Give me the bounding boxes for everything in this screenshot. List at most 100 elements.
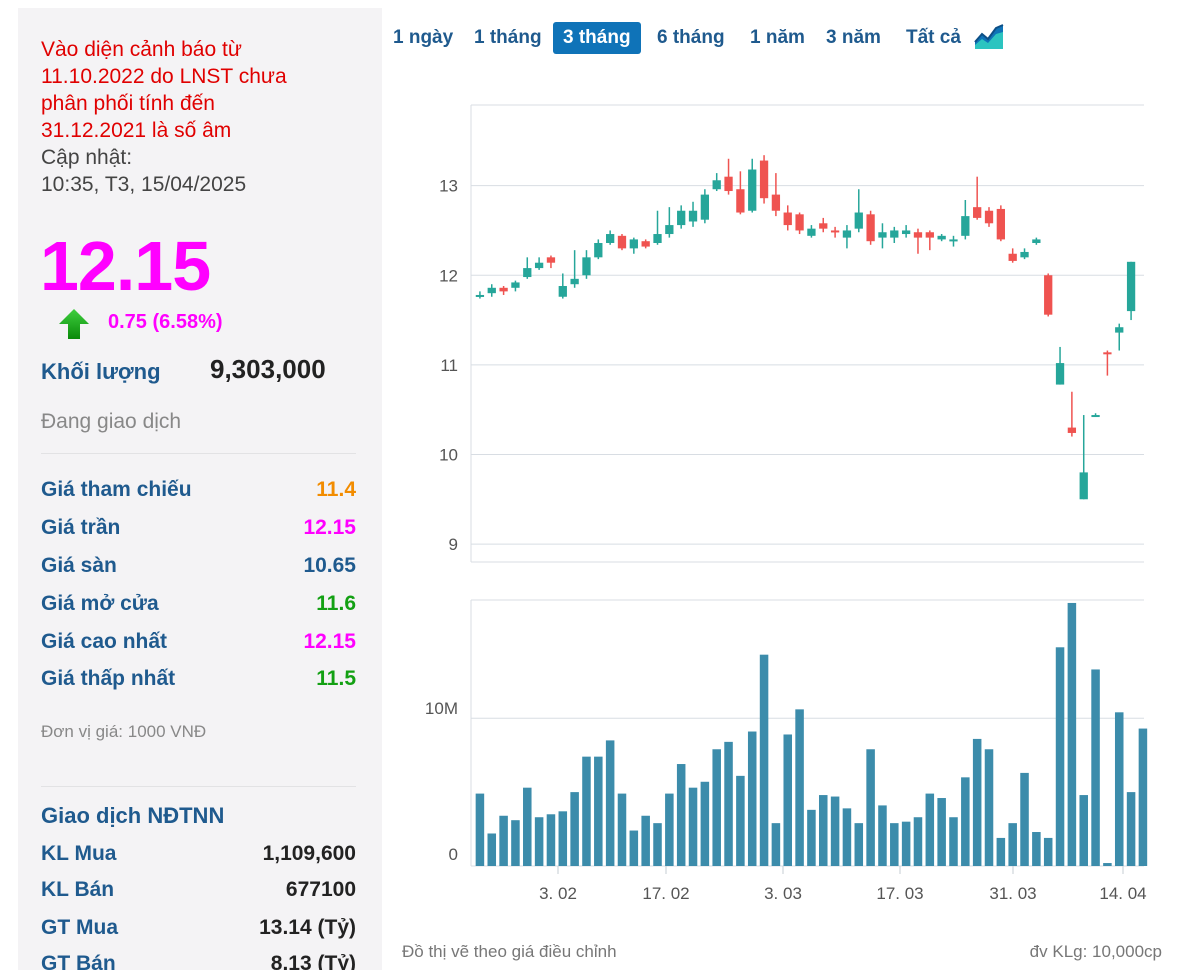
candle-body bbox=[759, 160, 769, 199]
candle-body bbox=[523, 268, 532, 278]
volume-bar bbox=[629, 830, 639, 866]
stat-label: Giá cao nhất bbox=[41, 630, 168, 653]
stat-value: 12.15 bbox=[303, 516, 356, 539]
volume-bar bbox=[1114, 712, 1124, 866]
candle-body bbox=[807, 228, 816, 236]
candle-body bbox=[783, 212, 792, 226]
candle-body bbox=[819, 223, 828, 229]
volume-bar bbox=[570, 792, 579, 866]
candle-body bbox=[487, 287, 496, 294]
volume-bars bbox=[475, 602, 1148, 866]
tab-3-years[interactable]: 3 năm bbox=[826, 27, 881, 48]
tab-1-day[interactable]: 1 ngày bbox=[393, 27, 454, 48]
warning-notice: Vào diện cảnh báo từ 11.10.2022 do LNST … bbox=[41, 36, 361, 144]
foreign-value: 13.14 (Tỷ) bbox=[259, 916, 356, 939]
volume-bar bbox=[830, 796, 840, 866]
candle-body bbox=[641, 241, 650, 247]
area-chart-icon[interactable] bbox=[974, 22, 1004, 50]
volume-bar bbox=[878, 805, 887, 866]
volume-bar bbox=[511, 820, 520, 866]
candle-body bbox=[558, 286, 567, 297]
volume-bar bbox=[783, 734, 793, 866]
period-tabs: 1 ngày 1 tháng 3 tháng 6 tháng 1 năm 3 n… bbox=[382, 20, 1022, 56]
foreign-value: 677100 bbox=[285, 878, 356, 901]
candle-body bbox=[984, 210, 994, 224]
warning-line: phân phối tính đến bbox=[41, 92, 215, 115]
volume-bar bbox=[949, 817, 958, 866]
candle-body bbox=[582, 257, 591, 276]
candle-body bbox=[1008, 253, 1017, 261]
update-time: 10:35, T3, 15/04/2025 bbox=[41, 173, 247, 196]
volume-bar bbox=[558, 811, 568, 866]
foreign-row: GT Mua 13.14 (Tỷ) bbox=[41, 916, 356, 946]
x-tick-label: 3. 02 bbox=[539, 884, 577, 903]
stat-label: Giá trần bbox=[41, 516, 121, 539]
volume-bar bbox=[1126, 792, 1136, 866]
volume-label: Khối lượng bbox=[41, 359, 161, 384]
volume-bar bbox=[617, 793, 627, 866]
stock-info-panel: Vào diện cảnh báo từ 11.10.2022 do LNST … bbox=[18, 8, 382, 970]
volume-bar bbox=[665, 793, 674, 866]
stat-value: 11.4 bbox=[316, 478, 356, 501]
divider bbox=[41, 453, 356, 454]
volume-bar bbox=[1103, 863, 1112, 866]
price-axis-labels: 9 10 11 12 13 bbox=[439, 177, 458, 554]
volume-bar bbox=[984, 749, 994, 866]
stat-row-ceiling: Giá trần 12.15 bbox=[41, 516, 356, 546]
update-info: Cập nhật: 10:35, T3, 15/04/2025 bbox=[41, 144, 246, 198]
x-tick-label: 14. 04 bbox=[1099, 884, 1146, 903]
volume-bar bbox=[605, 740, 615, 866]
foreign-label: KL Mua bbox=[41, 842, 117, 865]
tab-1-month[interactable]: 1 tháng bbox=[474, 27, 542, 48]
candle-body bbox=[606, 234, 615, 243]
candle-body bbox=[665, 225, 674, 235]
price-tick-label: 13 bbox=[439, 177, 458, 196]
volume-bar bbox=[961, 777, 970, 866]
price-tick-label: 9 bbox=[449, 535, 458, 554]
candle-body bbox=[795, 214, 804, 231]
volume-bar bbox=[795, 709, 804, 866]
volume-bar bbox=[582, 756, 591, 866]
candle-body bbox=[1055, 363, 1065, 385]
candle-body bbox=[712, 180, 721, 190]
volume-bar bbox=[641, 815, 650, 866]
volume-bar bbox=[546, 814, 556, 866]
candle-body bbox=[1044, 275, 1053, 315]
volume-bar bbox=[594, 756, 603, 866]
price-change: 0.75 (6.58%) bbox=[108, 311, 223, 333]
volume-bar bbox=[534, 817, 544, 866]
candle-body bbox=[499, 287, 508, 292]
current-price: 12.15 bbox=[40, 227, 211, 305]
foreign-value: 8.13 (Tỷ) bbox=[270, 952, 356, 970]
tab-6-months[interactable]: 6 tháng bbox=[657, 27, 725, 48]
volume-bar bbox=[747, 731, 757, 866]
candle-body bbox=[1115, 327, 1124, 333]
volume-bar bbox=[1032, 832, 1041, 866]
tab-all[interactable]: Tất cả bbox=[906, 27, 961, 48]
tab-1-year[interactable]: 1 năm bbox=[750, 27, 805, 48]
candle-body bbox=[890, 230, 899, 238]
volume-bar bbox=[890, 823, 899, 866]
volume-bar bbox=[937, 798, 946, 866]
candle-body bbox=[854, 212, 863, 229]
volume-bar bbox=[913, 817, 923, 866]
candle-body bbox=[842, 230, 852, 238]
foreign-row: KL Bán 677100 bbox=[41, 878, 356, 908]
volume-bar bbox=[807, 809, 816, 866]
price-volume-chart: 9 10 11 12 13 0 10M 3. 02 17. 02 3. 03 17. 03 31.… bbox=[425, 104, 1148, 903]
stat-value: 11.5 bbox=[316, 667, 356, 690]
volume-bar bbox=[712, 749, 721, 866]
candle-body bbox=[617, 235, 627, 249]
candle-body bbox=[830, 230, 840, 233]
arrow-up-icon bbox=[59, 309, 89, 339]
price-unit-note: Đơn vị giá: 1000 VNĐ bbox=[41, 722, 207, 741]
candle-body bbox=[866, 214, 875, 242]
volume-bar bbox=[700, 781, 710, 866]
volume-bar bbox=[1138, 728, 1148, 866]
volume-bar bbox=[724, 741, 733, 866]
candle-body bbox=[475, 294, 485, 297]
foreign-row: GT Bán 8.13 (Tỷ) bbox=[41, 952, 356, 970]
candle-body bbox=[534, 262, 544, 269]
tab-3-months[interactable]: 3 tháng bbox=[553, 22, 641, 54]
trading-status: Đang giao dịch bbox=[41, 410, 182, 433]
